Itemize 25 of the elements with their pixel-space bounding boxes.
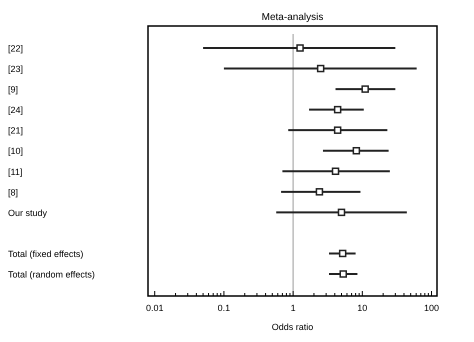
point: [352, 146, 360, 154]
y-tick-label: [9]: [8, 84, 18, 95]
x-tick-label: 1: [290, 303, 296, 313]
chart-title: Meta-analysis: [262, 12, 324, 23]
point: [338, 208, 346, 216]
y-tick-label: [10]: [8, 146, 24, 156]
point: [334, 126, 342, 134]
point: [339, 270, 347, 278]
y-tick-label: [24]: [8, 105, 24, 116]
y-tick-label: [23]: [8, 64, 24, 74]
x-tick-label: 100: [424, 303, 440, 313]
x-axis-title: Odds ratio: [272, 322, 314, 332]
y-tick-label: Total (random effects): [8, 270, 95, 280]
x-tick-label: 0.01: [146, 303, 164, 313]
y-tick-label: [11]: [8, 166, 22, 177]
x-tick-label: 10: [357, 303, 368, 313]
point: [334, 106, 342, 114]
y-tick-label: [8]: [8, 187, 18, 198]
y-tick-label: [21]: [8, 126, 24, 136]
y-tick-label: Total (fixed effects): [8, 248, 84, 259]
point: [338, 250, 346, 258]
x-tick-label: 0.1: [218, 303, 230, 313]
y-tick-label: [22]: [8, 44, 24, 54]
y-tick-label: Our study: [8, 208, 48, 218]
point: [332, 168, 340, 176]
